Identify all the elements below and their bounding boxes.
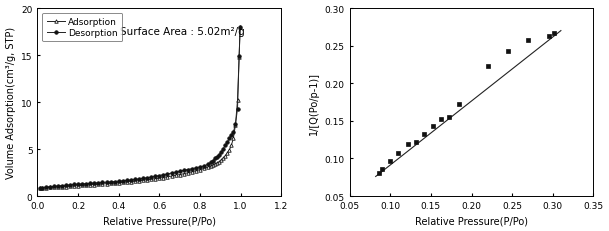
- Text: Surface Area : 5.02m²/g: Surface Area : 5.02m²/g: [121, 27, 245, 37]
- Desorption: [147, 176, 155, 179]
- Desorption: [36, 187, 43, 189]
- Desorption: [236, 26, 244, 29]
- Adsorption: [71, 185, 78, 188]
- Desorption: [208, 161, 215, 164]
- Line: Adsorption: Adsorption: [38, 26, 242, 190]
- Adsorption: [236, 26, 244, 29]
- Y-axis label: Volume Adsorption(cm³/g, STP): Volume Adsorption(cm³/g, STP): [5, 27, 16, 178]
- Desorption: [234, 108, 241, 111]
- Line: Desorption: Desorption: [38, 26, 242, 190]
- X-axis label: Relative Pressure(P/Po): Relative Pressure(P/Po): [415, 216, 528, 225]
- X-axis label: Relative Pressure(P/Po): Relative Pressure(P/Po): [103, 216, 216, 225]
- Adsorption: [156, 177, 163, 180]
- Y-axis label: 1/[Q(Po/p-1)]: 1/[Q(Po/p-1)]: [309, 71, 319, 134]
- Desorption: [226, 137, 233, 140]
- Adsorption: [95, 183, 102, 186]
- Adsorption: [205, 166, 212, 169]
- Legend: Adsorption, Desorption: Adsorption, Desorption: [42, 13, 122, 42]
- Desorption: [99, 181, 106, 184]
- Adsorption: [58, 186, 66, 188]
- Adsorption: [42, 187, 49, 189]
- Desorption: [220, 148, 227, 150]
- Adsorption: [36, 187, 43, 190]
